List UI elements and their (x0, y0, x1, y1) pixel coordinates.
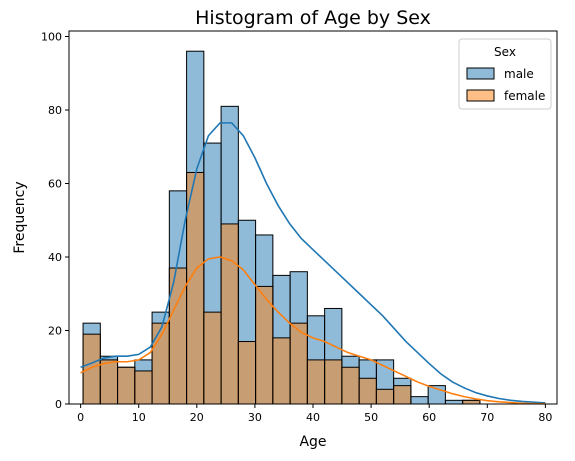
bar-female (324, 359, 343, 405)
y-tick-label: 80 (48, 104, 62, 117)
y-tick-label: 40 (48, 251, 62, 264)
legend-label-female: female (504, 89, 545, 103)
bar-female (289, 322, 308, 405)
bar-female (117, 366, 136, 405)
kde-line-female (80, 256, 546, 405)
bar-female (203, 311, 222, 405)
bar-female (306, 359, 326, 405)
bar-female (393, 385, 412, 405)
x-tick-label: 60 (422, 411, 436, 424)
bar-male (444, 399, 464, 405)
x-tick-label: 70 (480, 411, 494, 424)
bar-female (375, 388, 395, 405)
legend-swatch-female (466, 89, 495, 102)
x-tick-label: 0 (77, 411, 84, 424)
bar-female (186, 171, 205, 405)
legend: Sex male female (458, 38, 552, 110)
bar-female (237, 341, 257, 405)
bar-female (341, 366, 360, 405)
y-axis-title: Frequency (12, 181, 28, 253)
y-tick-label: 0 (55, 398, 62, 411)
x-axis-title: Age (299, 434, 326, 450)
x-tick-label: 40 (306, 411, 320, 424)
x-tick-label: 50 (364, 411, 378, 424)
y-axis-ticks: 0 20 40 60 80 100 (41, 31, 69, 411)
bar-female (462, 399, 481, 405)
kde-lines (80, 122, 546, 405)
bar-male (410, 396, 429, 405)
x-tick-label: 10 (132, 411, 146, 424)
x-axis-ticks: 0 10 20 30 40 50 60 70 80 (77, 404, 552, 424)
y-tick-label: 100 (41, 31, 62, 44)
bar-female (220, 223, 239, 405)
bar-female (82, 333, 101, 405)
bar-female (358, 377, 377, 405)
chart-title: Histogram of Age by Sex (195, 7, 431, 29)
x-tick-label: 20 (190, 411, 204, 424)
y-tick-label: 20 (48, 325, 62, 338)
legend-entries: male female (466, 67, 545, 103)
legend-title: Sex (494, 45, 516, 59)
kde-line-male (80, 122, 546, 404)
bar-female (134, 370, 153, 405)
x-tick-label: 80 (538, 411, 552, 424)
x-tick-label: 30 (248, 411, 262, 424)
bar-female (272, 337, 291, 405)
y-tick-label: 60 (48, 178, 62, 191)
legend-swatch-male (466, 67, 495, 80)
bar-female (99, 359, 119, 405)
legend-label-male: male (504, 67, 534, 81)
